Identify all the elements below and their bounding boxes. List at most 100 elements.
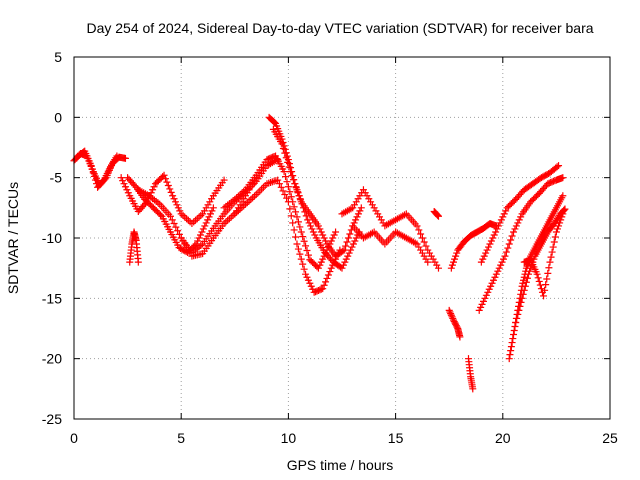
- data-point: [247, 195, 255, 203]
- data-point: [508, 232, 516, 240]
- y-tick-label: 0: [54, 109, 62, 125]
- x-axis-label: GPS time / hours: [287, 457, 394, 473]
- data-point: [297, 228, 305, 236]
- data-point: [446, 308, 454, 316]
- data-point: [311, 231, 319, 239]
- data-point: [560, 206, 568, 214]
- data-point: [166, 185, 174, 193]
- data-point: [342, 242, 350, 250]
- series-arc-q: [464, 355, 477, 393]
- data-point: [500, 210, 508, 218]
- data-point: [342, 255, 350, 263]
- data-point: [179, 211, 187, 219]
- data-point: [250, 192, 258, 200]
- data-point: [307, 222, 315, 230]
- data-point: [243, 199, 251, 207]
- x-tick-label: 5: [177, 430, 185, 446]
- data-point: [227, 213, 235, 221]
- data-point: [140, 201, 148, 209]
- data-point: [482, 249, 490, 257]
- data-point: [279, 145, 287, 153]
- data-point: [208, 237, 216, 245]
- data-point: [536, 242, 544, 250]
- data-point: [517, 298, 525, 306]
- data-point: [299, 204, 307, 212]
- series-arc-c: [117, 171, 228, 228]
- data-point: [249, 194, 257, 202]
- data-point: [415, 226, 423, 234]
- data-point: [131, 182, 139, 190]
- data-point: [263, 180, 271, 188]
- data-point: [508, 339, 516, 347]
- data-point: [324, 271, 332, 279]
- data-point: [190, 218, 198, 226]
- data-point: [256, 187, 264, 195]
- data-point: [368, 201, 376, 209]
- data-point: [491, 273, 499, 281]
- data-point: [477, 258, 485, 266]
- data-point: [323, 274, 331, 282]
- data-point: [521, 282, 529, 290]
- data-point: [169, 192, 177, 200]
- data-point: [347, 205, 355, 213]
- data-point: [98, 178, 106, 186]
- data-point: [292, 208, 300, 216]
- data-point: [341, 258, 349, 266]
- data-point: [208, 195, 216, 203]
- data-point: [492, 228, 500, 236]
- data-point: [281, 149, 289, 157]
- data-point: [119, 177, 127, 185]
- data-point: [150, 183, 158, 191]
- data-point: [526, 267, 534, 275]
- data-point: [514, 219, 522, 227]
- data-point: [452, 322, 460, 330]
- data-point: [552, 228, 560, 236]
- data-point: [299, 260, 307, 268]
- data-point: [224, 216, 232, 224]
- data-point: [90, 172, 98, 180]
- data-point: [487, 282, 495, 290]
- data-point: [229, 197, 237, 205]
- data-point: [174, 204, 182, 212]
- data-point: [346, 230, 354, 238]
- data-point: [511, 225, 519, 233]
- data-point: [546, 258, 554, 266]
- data-point: [551, 233, 559, 241]
- data-point: [121, 183, 129, 191]
- series-arc-v: [520, 210, 567, 300]
- data-point: [448, 313, 456, 321]
- data-point: [560, 207, 568, 215]
- data-point: [522, 278, 530, 286]
- data-point: [317, 228, 325, 236]
- data-point: [304, 251, 312, 259]
- data-point: [205, 213, 213, 221]
- data-point: [294, 245, 302, 253]
- data-point: [545, 264, 553, 272]
- data-point: [302, 242, 310, 250]
- data-point: [495, 222, 503, 230]
- data-point: [288, 172, 296, 180]
- data-point: [490, 276, 498, 284]
- data-point: [509, 198, 517, 206]
- data-point: [356, 207, 364, 215]
- data-point: [270, 118, 278, 126]
- data-point: [548, 222, 556, 230]
- data-point: [272, 177, 280, 185]
- data-point: [511, 322, 519, 330]
- data-point: [432, 210, 440, 218]
- data-point: [479, 255, 487, 263]
- data-point: [322, 237, 330, 245]
- series-arc-e: [126, 228, 142, 266]
- data-point: [449, 314, 457, 322]
- data-point: [532, 268, 540, 276]
- data-point: [132, 235, 140, 243]
- data-point: [537, 285, 545, 293]
- data-point: [294, 218, 302, 226]
- data-point: [327, 255, 335, 263]
- series-arc-m: [349, 222, 432, 266]
- data-point: [379, 219, 387, 227]
- data-point: [344, 252, 352, 260]
- data-point: [277, 183, 285, 191]
- data-point: [171, 198, 179, 206]
- series-arc-d: [124, 174, 217, 256]
